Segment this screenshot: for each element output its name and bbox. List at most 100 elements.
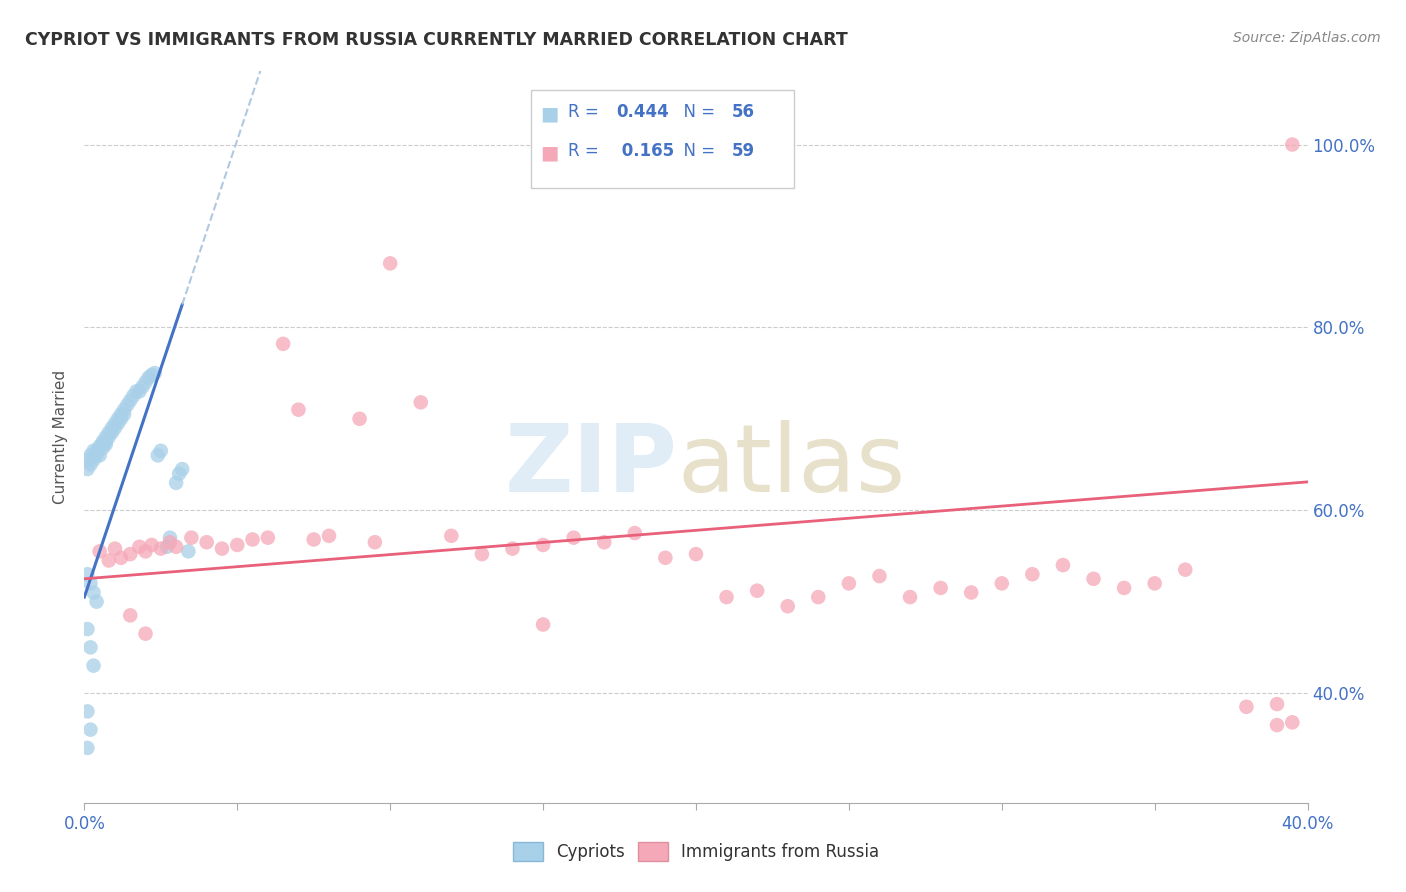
- Point: [112, 407, 135, 421]
- Point: [91, 437, 114, 451]
- Point: [1265, 697, 1288, 711]
- Point: [135, 544, 157, 558]
- Point: [79, 723, 101, 737]
- Point: [94, 437, 117, 451]
- Point: [94, 430, 117, 444]
- Point: [104, 421, 127, 435]
- Point: [107, 412, 129, 426]
- Point: [89, 544, 111, 558]
- Point: [76, 705, 98, 719]
- Point: [128, 384, 150, 399]
- Point: [138, 370, 160, 384]
- Point: [146, 448, 169, 462]
- Point: [83, 453, 105, 467]
- Point: [86, 594, 108, 608]
- Point: [112, 402, 135, 417]
- Point: [685, 547, 707, 561]
- Text: 0.444: 0.444: [616, 103, 669, 120]
- Point: [94, 434, 117, 449]
- Point: [89, 439, 111, 453]
- Point: [1052, 558, 1074, 573]
- Point: [531, 538, 554, 552]
- Point: [165, 475, 187, 490]
- Point: [1021, 567, 1043, 582]
- Point: [409, 395, 432, 409]
- Legend: Cypriots, Immigrants from Russia: Cypriots, Immigrants from Russia: [506, 835, 886, 868]
- Point: [79, 458, 101, 472]
- Text: CYPRIOT VS IMMIGRANTS FROM RUSSIA CURRENTLY MARRIED CORRELATION CHART: CYPRIOT VS IMMIGRANTS FROM RUSSIA CURREN…: [25, 31, 848, 49]
- Point: [1143, 576, 1166, 591]
- Point: [1083, 572, 1105, 586]
- Point: [131, 380, 153, 394]
- Point: [76, 462, 98, 476]
- Point: [869, 569, 891, 583]
- Point: [120, 547, 142, 561]
- Point: [1281, 715, 1303, 730]
- Point: [104, 417, 127, 431]
- Text: N =: N =: [672, 142, 720, 160]
- Point: [156, 540, 179, 554]
- Point: [287, 402, 309, 417]
- Point: [135, 376, 157, 390]
- Point: [120, 608, 142, 623]
- Point: [141, 538, 163, 552]
- Text: 59: 59: [731, 142, 755, 160]
- Point: [86, 443, 108, 458]
- Point: [104, 869, 127, 883]
- Point: [226, 538, 249, 552]
- Point: [128, 540, 150, 554]
- Point: [172, 462, 194, 476]
- Point: [593, 535, 616, 549]
- Point: [364, 535, 387, 549]
- Point: [101, 425, 124, 440]
- Point: [318, 529, 340, 543]
- Point: [898, 590, 921, 604]
- Point: [101, 421, 124, 435]
- Point: [83, 658, 105, 673]
- Text: Source: ZipAtlas.com: Source: ZipAtlas.com: [1233, 31, 1381, 45]
- Point: [79, 640, 101, 655]
- Point: [440, 529, 463, 543]
- Text: ZIP: ZIP: [505, 420, 678, 512]
- Point: [257, 531, 280, 545]
- Point: [125, 384, 148, 399]
- Point: [1265, 718, 1288, 732]
- Point: [271, 336, 294, 351]
- Point: [149, 443, 172, 458]
- Point: [211, 541, 233, 556]
- Text: N =: N =: [672, 103, 720, 120]
- Point: [562, 531, 585, 545]
- Point: [776, 599, 799, 614]
- Text: R =: R =: [568, 142, 603, 160]
- Text: 56: 56: [731, 103, 755, 120]
- Point: [141, 368, 163, 382]
- Point: [502, 541, 524, 556]
- Point: [167, 467, 190, 481]
- Point: [471, 547, 494, 561]
- Point: [177, 544, 200, 558]
- Point: [76, 740, 98, 755]
- Point: [165, 540, 187, 554]
- Point: [91, 434, 114, 449]
- Point: [149, 541, 172, 556]
- Point: [991, 576, 1014, 591]
- Point: [89, 448, 111, 462]
- Point: [110, 407, 132, 421]
- Point: [1281, 137, 1303, 152]
- Text: 0.165: 0.165: [616, 142, 675, 160]
- Point: [76, 567, 98, 582]
- Point: [110, 412, 132, 426]
- Point: [349, 412, 371, 426]
- Point: [135, 626, 157, 640]
- Point: [104, 541, 127, 556]
- Point: [380, 256, 402, 270]
- Point: [115, 398, 138, 412]
- Point: [716, 590, 738, 604]
- Point: [654, 550, 676, 565]
- Point: [807, 590, 830, 604]
- Text: ■: ■: [541, 143, 560, 162]
- Y-axis label: Currently Married: Currently Married: [53, 370, 69, 504]
- Point: [79, 576, 101, 591]
- Point: [195, 535, 218, 549]
- Text: R =: R =: [568, 103, 603, 120]
